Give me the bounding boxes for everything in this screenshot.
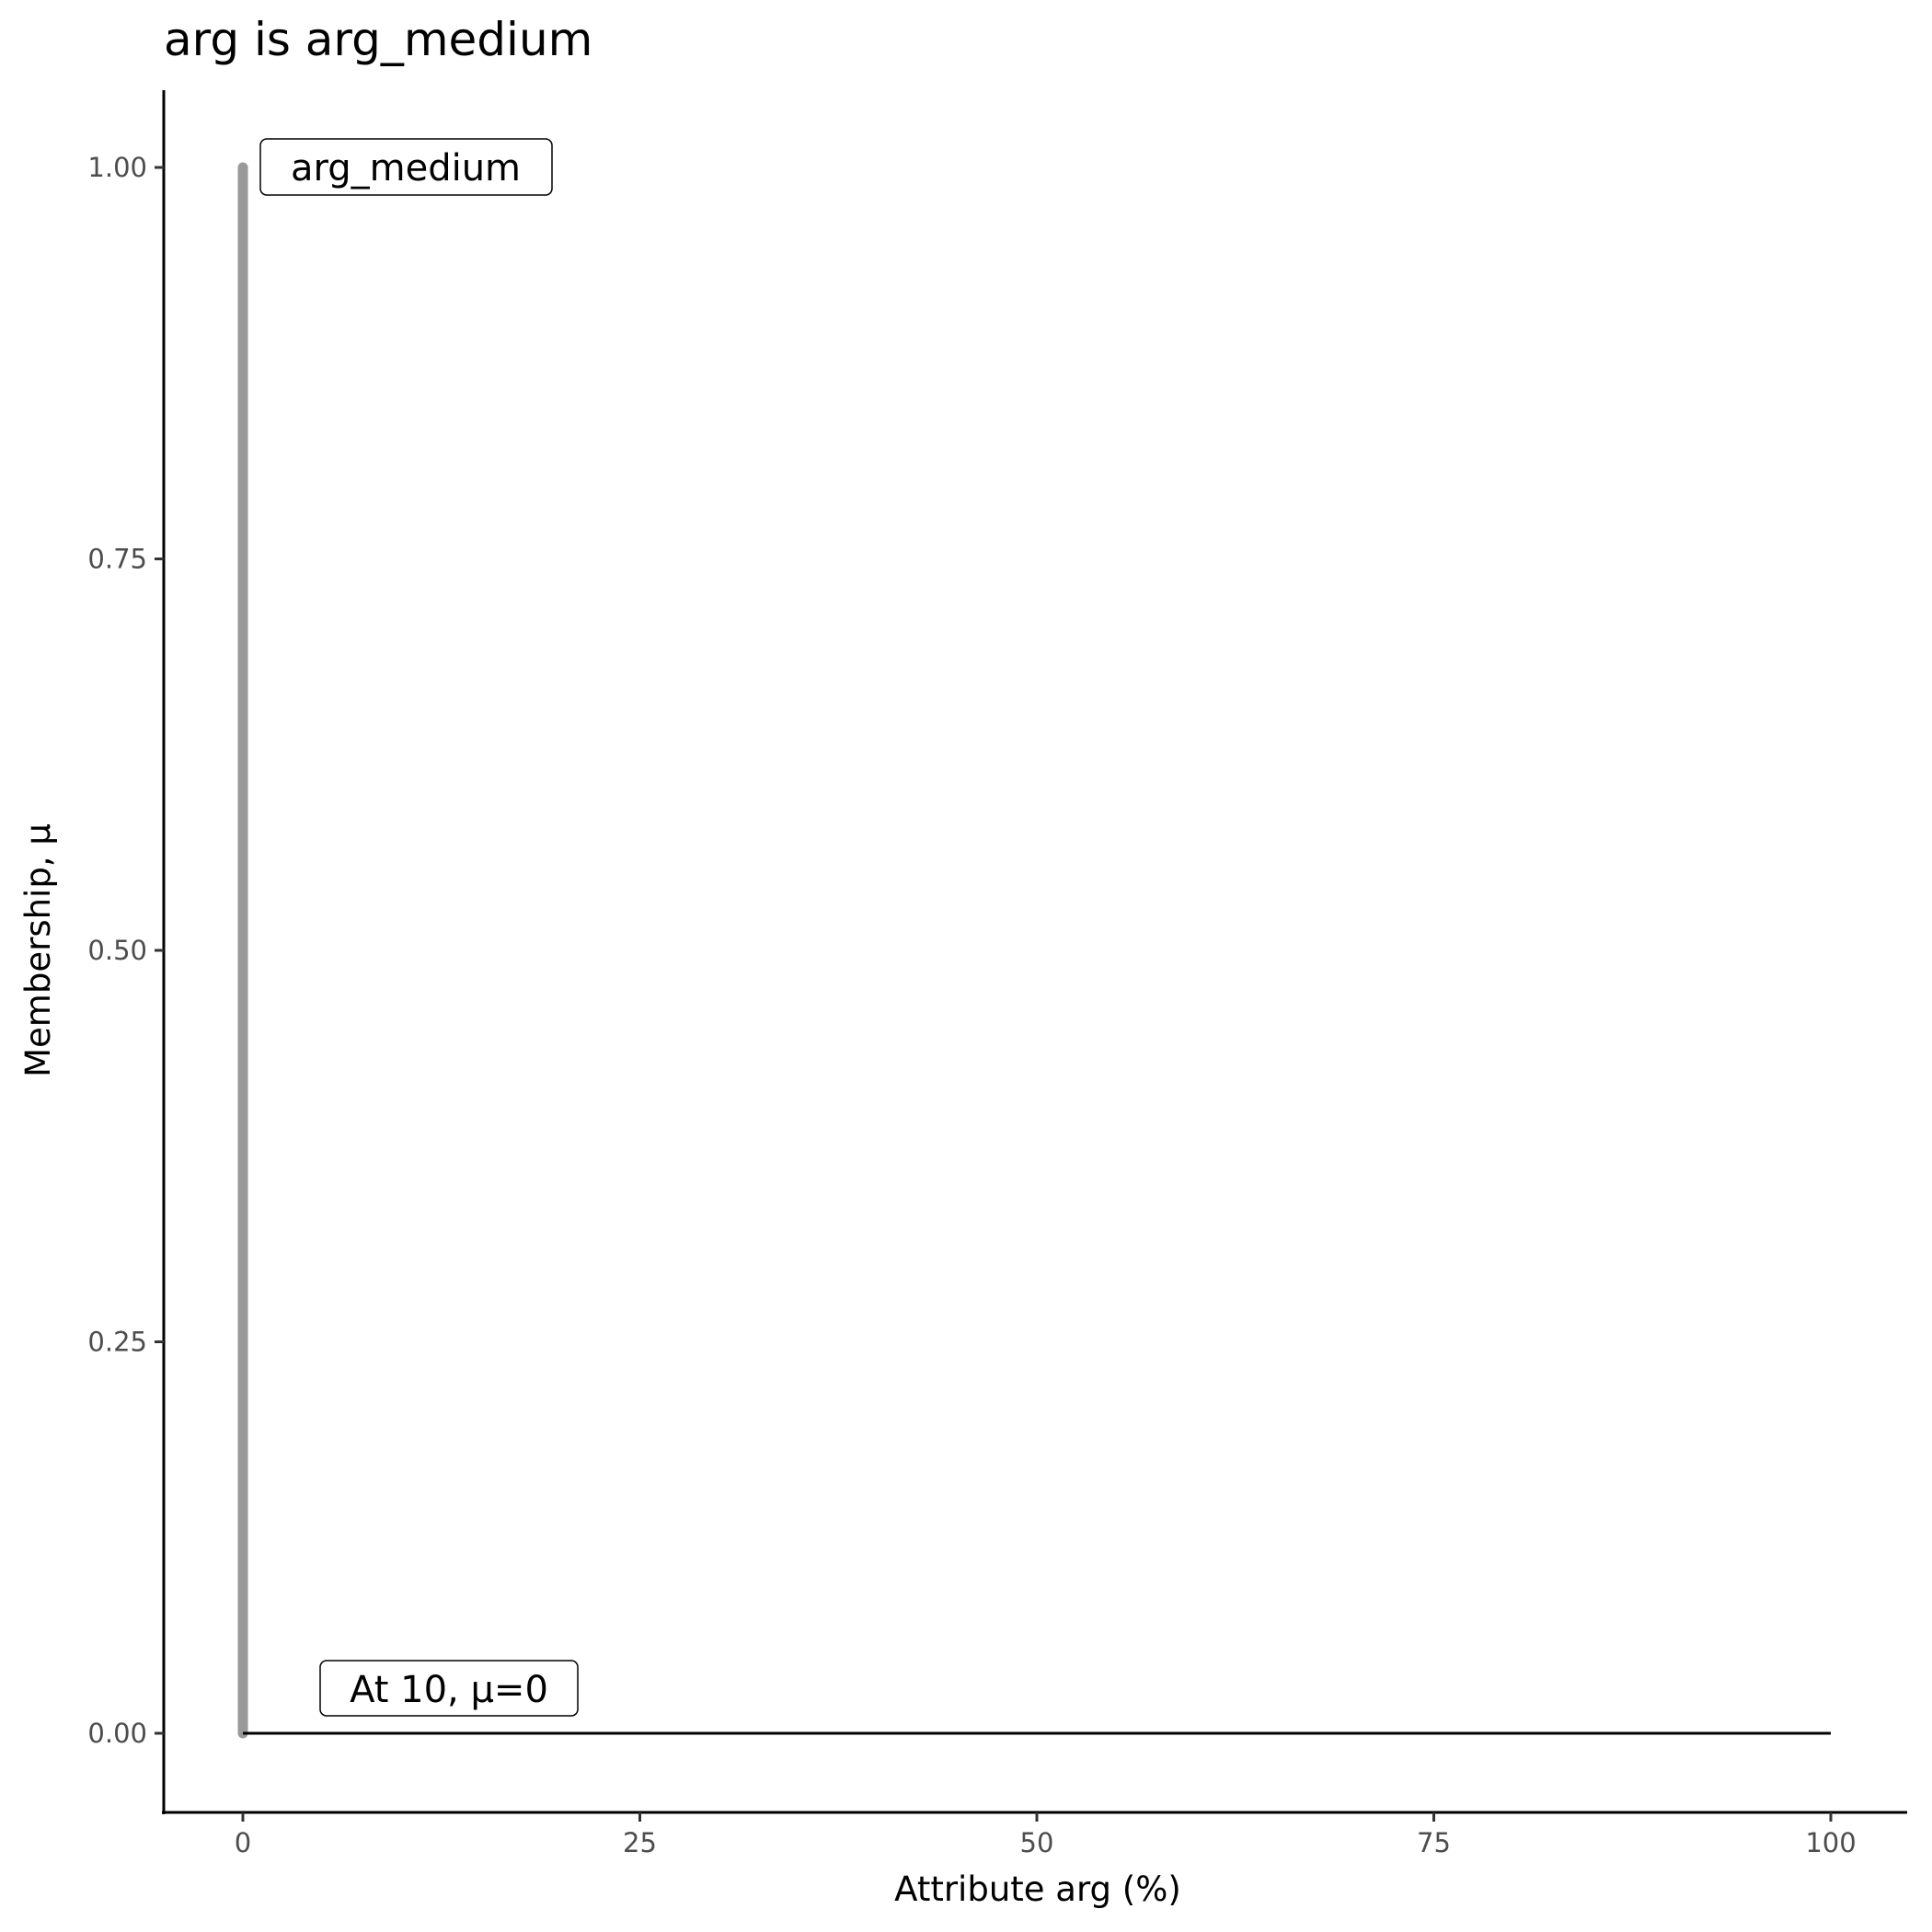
plot-area: arg_medium At 10, μ=0: [237, 138, 1831, 1739]
chart-title: arg is arg_medium: [164, 13, 592, 66]
label-box: [319, 1660, 579, 1717]
label-text: At 10, μ=0: [350, 1669, 548, 1711]
y-tick-label: 0.00: [87, 1718, 147, 1749]
y-tick-label: 1.00: [87, 152, 147, 183]
label-arg-medium: arg_medium: [259, 138, 553, 196]
label-text: arg_medium: [291, 147, 521, 190]
x-tick-label: 50: [1020, 1827, 1054, 1858]
x-axis-ticks: 0 25 50 75 100: [235, 1812, 1857, 1858]
y-axis-title: Membership, μ: [18, 823, 58, 1077]
y-tick-label: 0.25: [87, 1327, 147, 1358]
x-tick-label: 0: [235, 1827, 251, 1858]
x-tick-label: 75: [1417, 1827, 1451, 1858]
x-tick-label: 25: [623, 1827, 657, 1858]
x-tick-label: 100: [1805, 1827, 1856, 1858]
y-axis-ticks: 0.00 0.25 0.50 0.75 1.00: [87, 152, 164, 1749]
label-at-10: At 10, μ=0: [319, 1660, 579, 1717]
x-axis-title: Attribute arg (%): [894, 1869, 1181, 1909]
y-tick-label: 0.75: [87, 544, 147, 575]
y-tick-label: 0.50: [87, 935, 147, 966]
label-box: [259, 138, 553, 196]
